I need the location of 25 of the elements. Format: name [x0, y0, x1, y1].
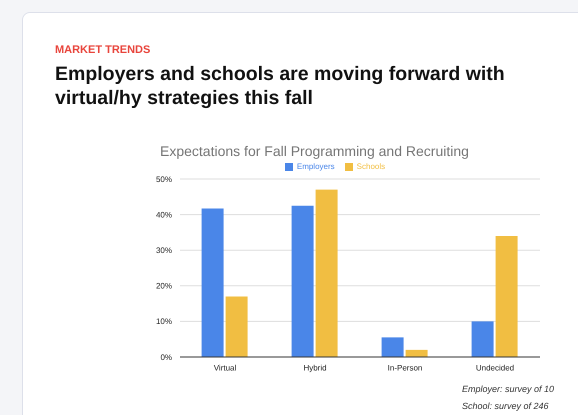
bar [202, 208, 224, 357]
y-tick-label: 50% [156, 174, 172, 184]
text: School: survey of 246 [462, 401, 549, 411]
legend-label: Employers [296, 162, 335, 171]
bar [382, 337, 404, 357]
chart-subtitle: Expectations for Fall Programming and Recruiting [160, 143, 469, 159]
bar [472, 321, 494, 357]
bar [316, 190, 338, 357]
y-tick-label: 10% [156, 317, 172, 326]
text: Employer: survey of 10 [462, 384, 554, 394]
bar [292, 206, 314, 357]
bar [496, 236, 518, 357]
x-tick-label: Virtual [214, 364, 236, 373]
x-tick-label: In-Person [388, 364, 422, 373]
y-tick-label: 40% [156, 210, 172, 220]
chart-title: Employers and schools are moving forward with virtual/hy strategies this fall [55, 62, 506, 110]
y-tick-label: 20% [156, 282, 172, 291]
bar [226, 296, 248, 357]
y-tick-label: 30% [156, 246, 172, 256]
y-tick-label: 0% [160, 352, 172, 362]
legend-label: Schools [356, 162, 386, 171]
text: MARKET TRENDS [55, 44, 150, 56]
x-tick-label: Hybrid [303, 364, 327, 373]
x-tick-label: Undecided [476, 364, 514, 373]
bar [406, 350, 428, 357]
